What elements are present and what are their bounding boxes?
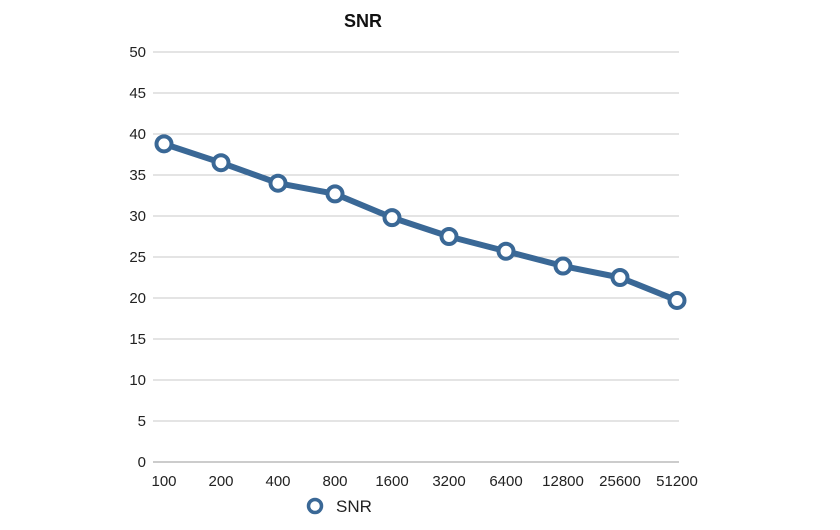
data-point: [325, 184, 345, 204]
data-point: [610, 268, 630, 287]
data-point: [496, 241, 516, 261]
y-tick-label: 50: [129, 44, 146, 61]
y-tick-label: 15: [129, 331, 146, 348]
x-tick-label: 400: [265, 473, 290, 490]
x-tick-label: 12800: [542, 473, 584, 490]
legend-label-snr: SNR: [336, 497, 372, 516]
chart-title: SNR: [344, 11, 382, 31]
x-tick-label: 200: [208, 473, 233, 490]
y-tick-label: 20: [129, 290, 146, 307]
y-tick-label: 0: [138, 454, 146, 471]
data-point: [667, 290, 687, 310]
data-point: [154, 134, 174, 154]
y-tick-label: 30: [129, 208, 146, 225]
data-point: [382, 208, 402, 228]
x-tick-label: 800: [322, 473, 347, 490]
data-point: [553, 256, 573, 276]
x-tick-label: 51200: [656, 473, 698, 490]
legend-marker: [306, 497, 324, 515]
y-tick-label: 40: [129, 126, 146, 143]
series-line: [161, 140, 680, 304]
x-tick-label: 25600: [599, 473, 641, 490]
x-tick-label: 6400: [489, 473, 522, 490]
series-snr: [154, 134, 687, 310]
y-tick-label: 10: [129, 372, 146, 389]
legend: SNR: [306, 497, 372, 516]
data-point: [211, 153, 231, 173]
y-axis: 0 5 10 15 20 25 30 35 40 45 50: [129, 44, 146, 471]
x-tick-label: 3200: [432, 473, 465, 490]
x-tick-label: 1600: [375, 473, 408, 490]
x-axis: 100 200 400 800 1600 3200 6400 12800 25600 51200: [151, 473, 697, 490]
y-tick-label: 25: [129, 249, 146, 266]
y-tick-label: 35: [129, 167, 146, 184]
x-tick-label: 100: [151, 473, 176, 490]
y-tick-label: 5: [138, 413, 146, 430]
data-point: [268, 173, 288, 193]
y-tick-label: 45: [129, 85, 146, 102]
gridlines: [153, 51, 679, 463]
data-point: [439, 227, 459, 246]
